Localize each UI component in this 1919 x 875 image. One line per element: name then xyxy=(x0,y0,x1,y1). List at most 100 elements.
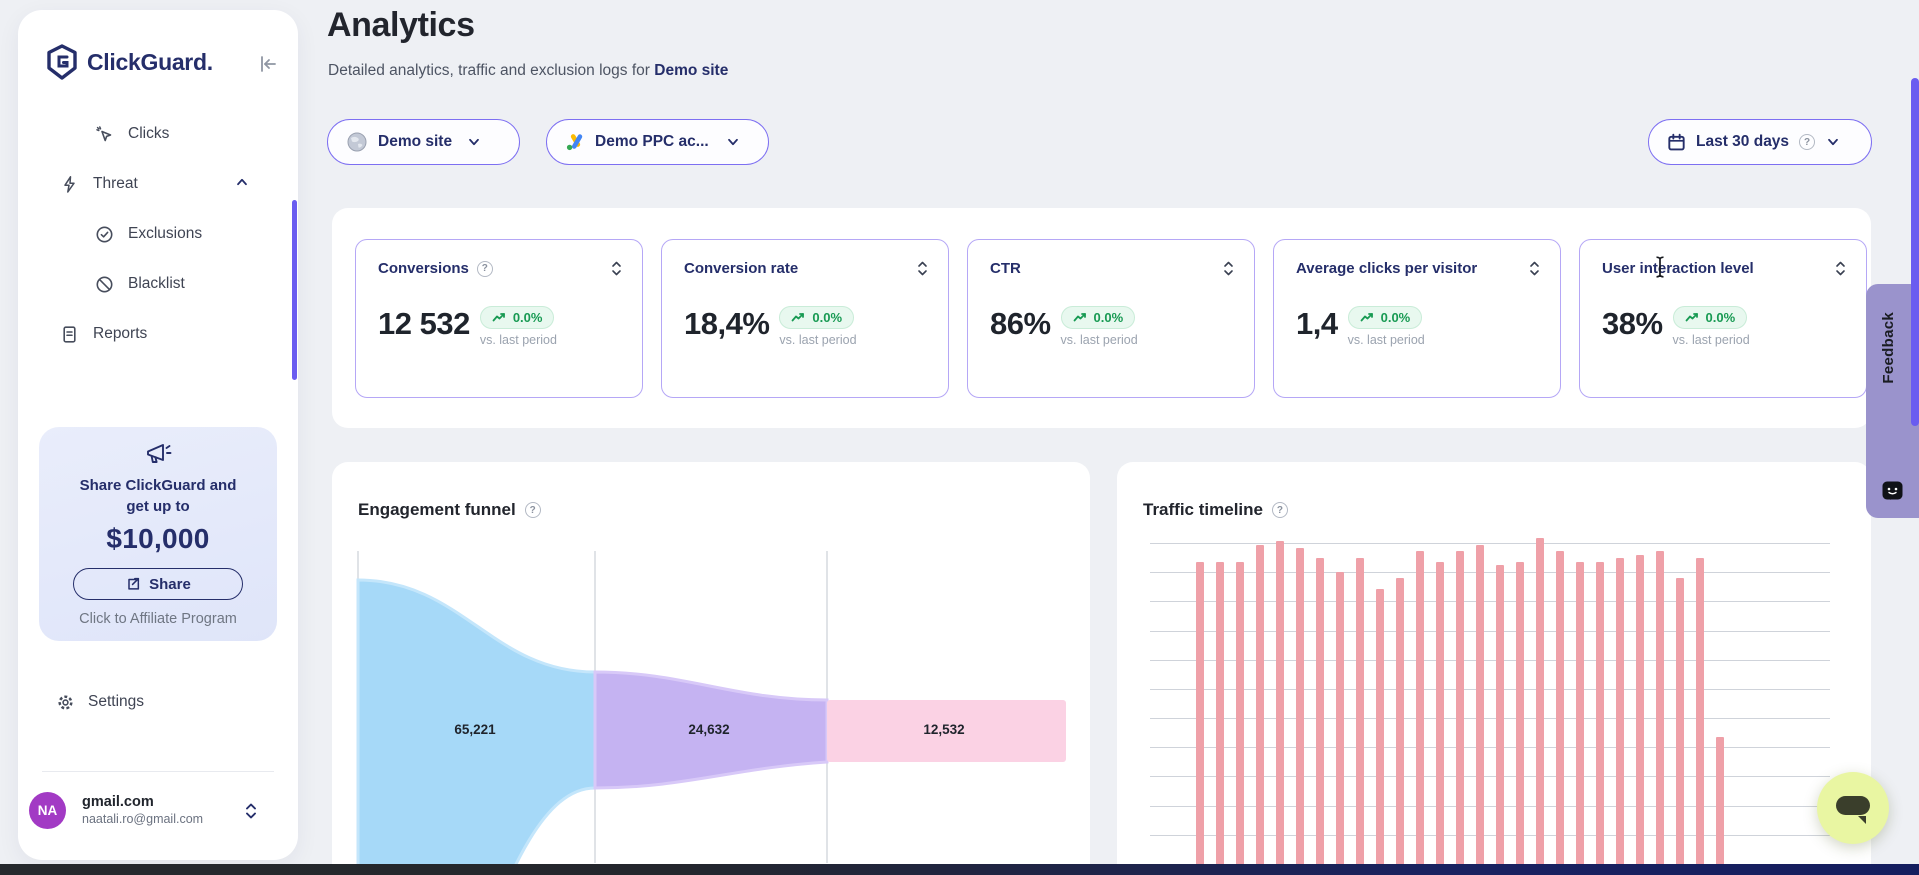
trend-badge: 0.0% xyxy=(1060,306,1136,329)
subtitle-text: Detailed analytics, traffic and exclusio… xyxy=(328,62,655,79)
stat-caption: vs. last period xyxy=(779,333,857,347)
expand-account-icon[interactable] xyxy=(245,802,257,820)
trend-badge: 0.0% xyxy=(479,306,555,329)
date-help-icon[interactable]: ? xyxy=(1799,134,1816,150)
sidebar-item-reports[interactable]: Reports xyxy=(18,309,298,359)
text-cursor xyxy=(1656,256,1664,278)
account-switcher[interactable]: NA gmail.com naatali.ro@gmail.com xyxy=(29,790,287,830)
sort-icon[interactable] xyxy=(1835,260,1846,277)
chevron-down-icon xyxy=(469,138,479,146)
date-range-label: Last 30 days xyxy=(1696,133,1790,150)
sort-icon[interactable] xyxy=(917,260,928,277)
funnel-stage-conversions xyxy=(827,700,1066,762)
page-subtitle: Detailed analytics, traffic and exclusio… xyxy=(328,62,728,80)
feedback-smiley-icon xyxy=(1882,481,1903,500)
trend-up-icon xyxy=(1685,313,1698,322)
site-selector-label: Demo site xyxy=(378,133,453,150)
trend-badge: 0.0% xyxy=(779,306,855,329)
trend-value: 0.0% xyxy=(812,310,843,325)
traffic-bar xyxy=(1376,589,1384,875)
avatar: NA xyxy=(29,791,66,829)
chat-launcher-button[interactable] xyxy=(1817,772,1889,844)
trend-up-icon xyxy=(1360,313,1373,322)
traffic-bar xyxy=(1236,562,1244,875)
traffic-bar xyxy=(1676,578,1684,875)
site-selector[interactable]: Demo site xyxy=(327,119,520,165)
traffic-help-icon[interactable]: ? xyxy=(1271,502,1288,518)
app-name: ClickGuard. xyxy=(87,48,213,75)
traffic-bar xyxy=(1556,551,1564,875)
promo-text-line1: Share ClickGuard and xyxy=(79,477,237,494)
sidebar-item-clicks[interactable]: Clicks xyxy=(18,109,298,159)
traffic-bar xyxy=(1256,545,1264,875)
stat-caption: vs. last period xyxy=(1347,333,1425,347)
stat-value: 38% xyxy=(1602,306,1663,341)
page-scrollbar-thumb[interactable] xyxy=(1911,78,1919,426)
funnel-title: Engagement funnel xyxy=(358,500,516,519)
ppc-account-selector[interactable]: Demo PPC ac... xyxy=(546,119,769,165)
funnel-help-icon[interactable]: ? xyxy=(524,502,541,518)
sort-icon[interactable] xyxy=(611,260,622,277)
traffic-bar xyxy=(1696,558,1704,875)
gridline xyxy=(1150,835,1830,836)
chat-bubble-tail xyxy=(1858,816,1866,824)
account-email: naatali.ro@gmail.com xyxy=(82,812,204,826)
funnel-value-3: 12,532 xyxy=(923,722,964,737)
trend-value: 0.0% xyxy=(1093,310,1124,325)
funnel-chart: 65,221 24,632 12,532 xyxy=(356,551,1066,875)
traffic-bar xyxy=(1716,737,1724,875)
sidebar-item-label: Exclusions xyxy=(128,225,203,242)
date-range-selector[interactable]: Last 30 days ? xyxy=(1648,119,1872,165)
chevron-down-icon xyxy=(727,138,738,146)
stat-card: User interaction level ? 38% xyxy=(1579,239,1867,398)
stat-help-icon[interactable]: ? xyxy=(476,260,493,277)
sidebar-item-exclusions[interactable]: Exclusions xyxy=(18,209,298,259)
trend-up-icon xyxy=(492,313,505,322)
share-button-label: Share xyxy=(149,575,191,593)
sort-icon[interactable] xyxy=(1529,260,1540,277)
chevron-up-icon[interactable] xyxy=(234,174,250,195)
trend-value: 0.0% xyxy=(1380,310,1411,325)
gridline xyxy=(1150,601,1830,602)
funnel-value-1: 65,221 xyxy=(454,722,496,737)
document-icon xyxy=(60,325,79,344)
sidebar-item-threat[interactable]: Threat xyxy=(18,159,298,209)
stat-card: Average clicks per visitor ? 1,4 xyxy=(1273,239,1561,398)
globe-icon xyxy=(347,132,367,152)
sidebar-item-settings[interactable]: Settings xyxy=(56,686,144,718)
trend-value: 0.0% xyxy=(1705,310,1736,325)
traffic-bar xyxy=(1516,562,1524,875)
share-button[interactable]: Share xyxy=(73,568,243,600)
traffic-title: Traffic timeline xyxy=(1143,500,1263,519)
engagement-funnel-card: 65,221 24,632 12,532 Engagement funnel ? xyxy=(332,462,1090,875)
calendar-icon xyxy=(1668,133,1685,150)
traffic-bar xyxy=(1336,572,1344,875)
gridline xyxy=(1150,806,1830,807)
affiliate-link[interactable]: Click to Affiliate Program xyxy=(79,611,237,627)
sidebar-item-blacklist[interactable]: Blacklist xyxy=(18,259,298,309)
gridline xyxy=(1150,718,1830,719)
subtitle-site-name: Demo site xyxy=(654,62,729,79)
traffic-timeline-card: Traffic timeline ? xyxy=(1117,462,1871,875)
traffic-bar xyxy=(1276,541,1284,875)
stat-caption: vs. last period xyxy=(479,333,557,347)
traffic-bar xyxy=(1316,558,1324,875)
feedback-tab[interactable]: Feedback xyxy=(1866,284,1919,518)
sidebar-divider xyxy=(42,771,274,772)
ban-icon xyxy=(95,275,114,294)
gridline xyxy=(1150,543,1830,544)
cursor-click-icon xyxy=(95,125,114,144)
nav-scroll-indicator[interactable] xyxy=(292,200,297,380)
logo[interactable]: ClickGuard. xyxy=(46,44,213,80)
gridline xyxy=(1150,747,1830,748)
sort-icon[interactable] xyxy=(1223,260,1234,277)
traffic-bar xyxy=(1296,548,1304,875)
chat-bubble-icon xyxy=(1836,796,1870,815)
traffic-bar xyxy=(1416,551,1424,875)
trend-badge: 0.0% xyxy=(1347,306,1423,329)
stat-value: 12 532 xyxy=(378,306,470,341)
traffic-bar xyxy=(1456,551,1464,875)
stats-panel: Conversions ? 12 532 xyxy=(332,208,1871,428)
stat-card: CTR ? 86% 0.0% xyxy=(967,239,1255,398)
sidebar-collapse-icon[interactable] xyxy=(256,52,280,76)
